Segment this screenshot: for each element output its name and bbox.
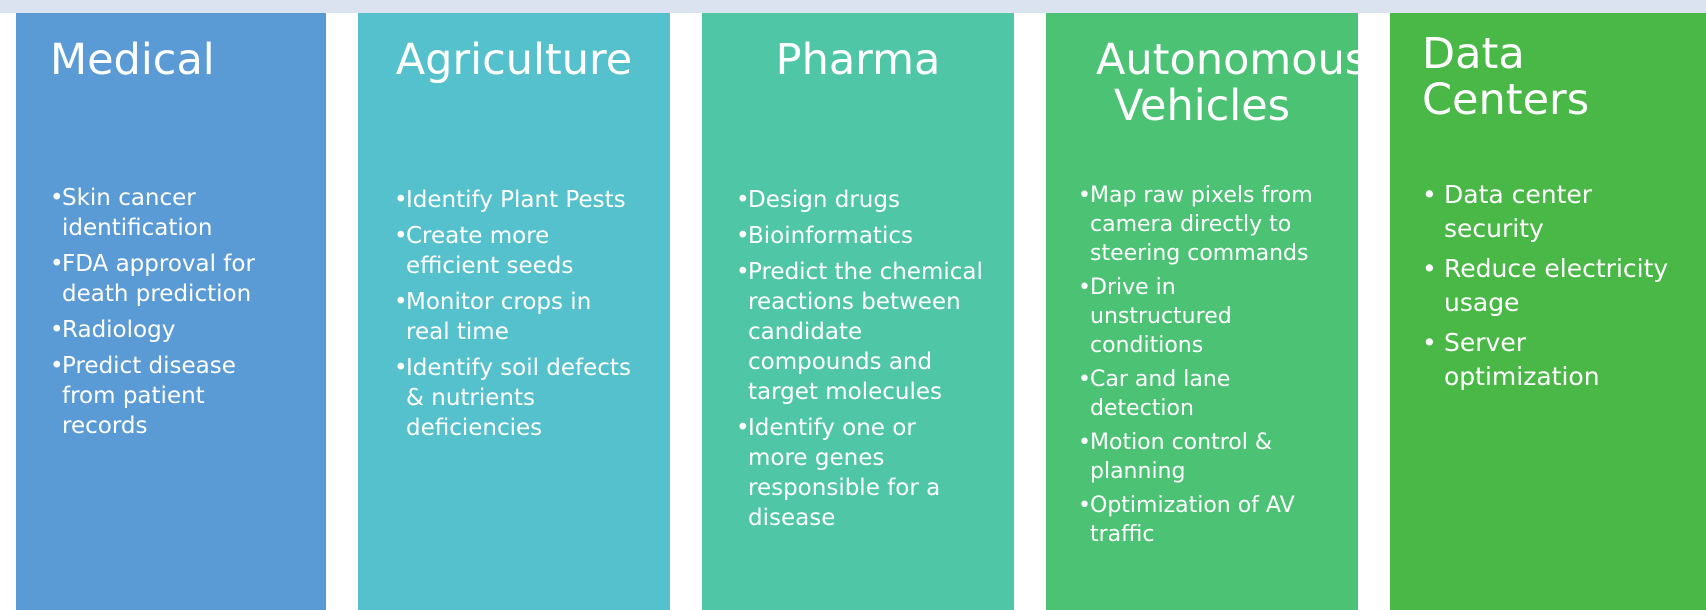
column-title: Agriculture	[395, 35, 633, 85]
bullet-icon: •	[1078, 493, 1091, 518]
column-pharma: Pharma • Design drugs • Bioinformatics •…	[702, 13, 1014, 610]
bullet-icon: •	[736, 415, 750, 441]
bullet-icon: •	[1422, 180, 1437, 209]
bullet-icon: •	[394, 187, 408, 213]
bullet-icon: •	[50, 251, 64, 277]
list-item: • Map raw pixels from camera directly to…	[1078, 183, 1313, 266]
bullet-icon: •	[394, 223, 408, 249]
top-band	[0, 0, 1706, 13]
bullet-icon: •	[736, 223, 750, 249]
list-item: • Car and lane detection	[1078, 367, 1231, 421]
list-item: • Drive in unstructured conditions	[1078, 275, 1232, 358]
bullet-list: • Map raw pixels from camera directly to…	[1078, 181, 1340, 554]
list-item: • Skin cancer identification	[50, 185, 213, 241]
bullet-icon: •	[1078, 430, 1091, 455]
column-title: Data Centers	[1422, 29, 1590, 125]
column-agriculture: Agriculture • Identify Plant Pests • Cre…	[358, 13, 670, 610]
list-item: • Create more efficient seeds	[394, 223, 574, 279]
list-item: • Radiology	[50, 317, 176, 343]
bullet-icon: •	[1078, 367, 1091, 392]
bullet-list: • Skin cancer identification • FDA appro…	[50, 183, 320, 447]
list-item: • Predict disease from patient records	[50, 353, 236, 439]
list-item: • Identify Plant Pests	[394, 187, 626, 213]
bullet-icon: •	[1422, 328, 1437, 357]
list-item: • FDA approval for death prediction	[50, 251, 255, 307]
list-item: • Identify soil defects & nutrients defi…	[394, 355, 631, 441]
column-medical: Medical • Skin cancer identification • F…	[16, 13, 326, 610]
list-item: • Motion control & planning	[1078, 430, 1272, 484]
column-autonomous-vehicles: Autonomous Vehicles • Map raw pixels fro…	[1046, 13, 1368, 610]
bullet-icon: •	[1078, 275, 1091, 300]
column-data-centers: Data Centers • Data center security • Re…	[1390, 13, 1706, 610]
bullet-icon: •	[394, 289, 408, 315]
list-item: • Predict the chemical reactions between…	[736, 259, 983, 405]
list-item: • Design drugs	[736, 187, 900, 213]
bullet-list: • Data center security • Reduce electric…	[1422, 178, 1692, 400]
bullet-list: • Design drugs • Bioinformatics • Predic…	[736, 185, 998, 539]
bullet-icon: •	[50, 353, 64, 379]
bullet-icon: •	[1078, 183, 1091, 208]
column-title: Medical	[50, 35, 215, 85]
bullet-icon: •	[50, 317, 64, 343]
bullet-list: • Identify Plant Pests • Create more eff…	[394, 185, 656, 449]
list-item: • Optimization of AV traffic	[1078, 493, 1295, 547]
list-item: • Bioinformatics	[736, 223, 913, 249]
list-item: • Reduce electricity usage	[1422, 254, 1669, 317]
bullet-icon: •	[736, 259, 750, 285]
bullet-icon: •	[1422, 254, 1437, 283]
column-title: Autonomous Vehicles	[1096, 35, 1368, 131]
list-item: • Server optimization	[1422, 328, 1600, 391]
list-item: • Data center security	[1422, 180, 1593, 243]
bullet-icon: •	[394, 355, 408, 381]
column-title: Pharma	[775, 35, 941, 85]
bullet-icon: •	[50, 185, 64, 211]
list-item: • Monitor crops in real time	[394, 289, 592, 345]
list-item: • Identify one or more genes responsible…	[736, 415, 941, 531]
bullet-icon: •	[736, 187, 750, 213]
